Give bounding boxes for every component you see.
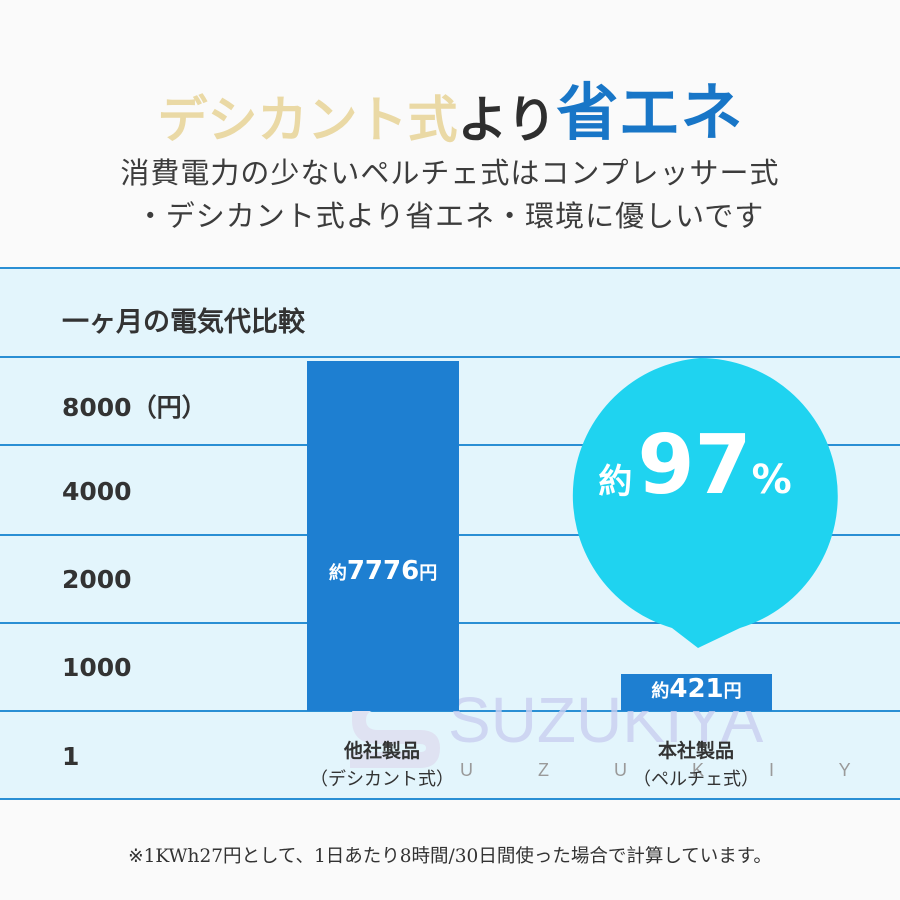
y-tick-label: 8000（円） [62,393,207,422]
gridline [0,267,900,269]
footnote: ※1KWh27円として、1日あたり8時間/30日間使った場合で計算しています。 [128,846,772,867]
callout-suffix: % [751,457,792,503]
category-label-other: 他社製品 （デシカント式） [310,740,454,790]
bar-value-label-own: 約421円 [651,674,742,704]
headline-desiccant: デシカント式 [157,91,458,149]
callout-prefix: 約 [598,462,633,502]
y-tick-label: 2000 [62,565,132,594]
unit-label: （円） [131,393,207,422]
headline-yori: より [457,91,557,149]
bubble-shape [572,358,838,648]
callout-value: 97 [637,418,752,513]
savings-callout-bubble [572,358,838,648]
y-tick-label: 4000 [62,477,132,506]
category-label-own: 本社製品 （ペルチェ式） [633,740,759,790]
y-tick-label: 1000 [62,653,132,682]
bar-value-label-other: 約7776円 [328,556,438,586]
chart-title: 一ヶ月の電気代比較 [62,307,305,338]
y-tick-label: 1 [62,742,80,771]
gridline [0,710,900,712]
bar-own-product [621,673,772,711]
bar-other-product [307,360,459,711]
headline: デシカント式より省エネ [0,62,900,149]
headline-energy-saving: 省エネ [556,76,743,149]
savings-callout-text: 約 97% [560,418,830,513]
gridline [0,356,900,358]
subtitle-line-2: ・デシカント式より省エネ・環境に優しいです [135,199,765,233]
gridline [0,798,900,800]
subtitle-line-1: 消費電力の少ないペルチェ式はコンプレッサー式 [120,156,780,190]
